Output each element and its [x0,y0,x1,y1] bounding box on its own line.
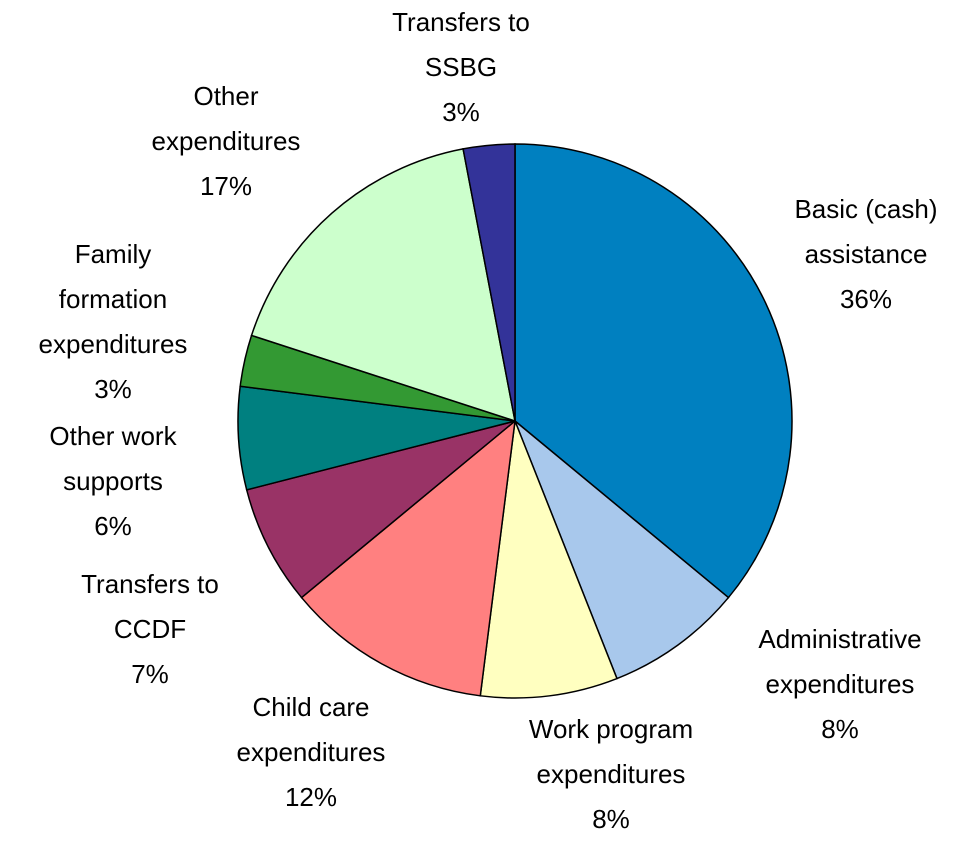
value-label: 8% [592,804,630,834]
slice-label: Transfers to SSBG 3% [361,0,561,135]
category-label: Basic (cash) assistance [794,194,938,269]
category-label: Transfers to CCDF [81,569,219,644]
slice-label: Transfers to CCDF 7% [60,562,240,697]
slice-label: Child care expenditures 12% [211,685,411,820]
slice-label: Work program expenditures 8% [496,707,726,842]
pie-slice [514,143,793,599]
pie-slice [250,148,516,423]
value-label: 6% [94,511,132,541]
pie-slice [462,143,516,422]
value-label: 17% [199,171,253,201]
category-label: Family formation expenditures [38,239,188,359]
value-label: 7% [131,659,169,689]
value-label: 8% [821,714,859,744]
pie-slice [245,420,516,599]
pie-slice [300,419,516,697]
category-label: Child care expenditures [236,692,386,767]
category-label: Other work supports [49,421,177,496]
category-label: Administrative expenditures [758,624,922,699]
category-label: Work program expenditures [528,714,694,789]
category-label: Transfers to SSBG [392,7,530,82]
value-label: 3% [442,97,480,127]
slice-label: Other expenditures 17% [121,74,331,209]
pie-slice [479,420,618,699]
value-label: 12% [284,782,338,812]
slice-label: Family formation expenditures 3% [21,232,206,412]
pie-slice [514,420,730,680]
slice-label: Basic (cash) assistance 36% [761,187,965,322]
slice-label: Other work supports 6% [23,414,203,549]
category-label: Other expenditures [151,81,301,156]
value-label: 3% [94,374,132,404]
value-label: 36% [839,284,893,314]
slice-label: Administrative expenditures 8% [725,617,955,752]
